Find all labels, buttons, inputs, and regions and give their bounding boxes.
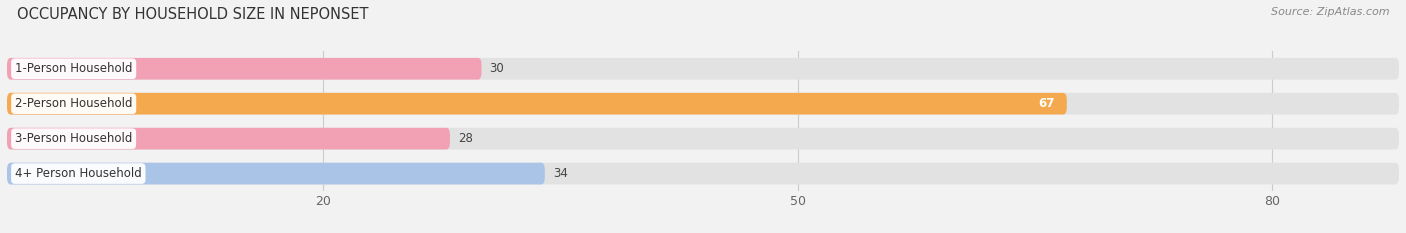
- FancyBboxPatch shape: [7, 163, 1399, 185]
- FancyBboxPatch shape: [7, 128, 450, 150]
- Text: 34: 34: [553, 167, 568, 180]
- Text: 3-Person Household: 3-Person Household: [15, 132, 132, 145]
- Text: OCCUPANCY BY HOUSEHOLD SIZE IN NEPONSET: OCCUPANCY BY HOUSEHOLD SIZE IN NEPONSET: [17, 7, 368, 22]
- Text: 4+ Person Household: 4+ Person Household: [15, 167, 142, 180]
- Text: 28: 28: [458, 132, 472, 145]
- Text: 67: 67: [1038, 97, 1054, 110]
- FancyBboxPatch shape: [7, 93, 1067, 115]
- Text: 2-Person Household: 2-Person Household: [15, 97, 132, 110]
- Text: 30: 30: [489, 62, 505, 75]
- FancyBboxPatch shape: [7, 58, 481, 80]
- FancyBboxPatch shape: [7, 93, 1399, 115]
- FancyBboxPatch shape: [7, 128, 1399, 150]
- FancyBboxPatch shape: [7, 163, 546, 185]
- Text: 1-Person Household: 1-Person Household: [15, 62, 132, 75]
- FancyBboxPatch shape: [7, 58, 1399, 80]
- Text: Source: ZipAtlas.com: Source: ZipAtlas.com: [1271, 7, 1389, 17]
